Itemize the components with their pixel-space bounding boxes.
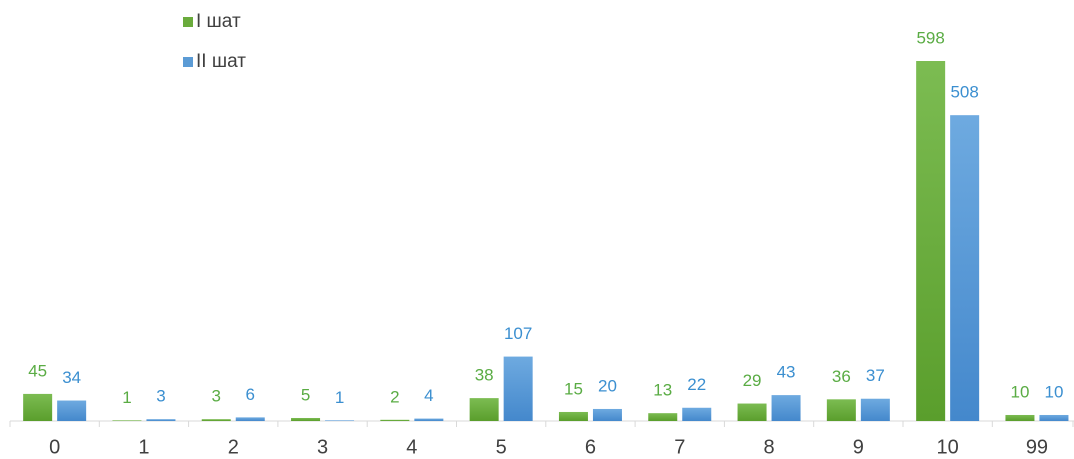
x-tick-label: 0 bbox=[49, 436, 60, 458]
bar bbox=[826, 399, 856, 421]
data-label: 508 bbox=[950, 83, 978, 102]
data-label: 20 bbox=[598, 376, 617, 395]
data-label: 37 bbox=[866, 366, 885, 385]
bar bbox=[201, 419, 231, 421]
bar bbox=[380, 419, 410, 421]
bar bbox=[1039, 414, 1069, 421]
bar bbox=[325, 420, 355, 421]
bar bbox=[146, 419, 176, 421]
x-tick-label: 99 bbox=[1026, 436, 1048, 458]
data-label: 4 bbox=[424, 386, 433, 405]
bar bbox=[414, 418, 444, 421]
data-label: 3 bbox=[156, 387, 165, 406]
bar bbox=[648, 413, 678, 421]
x-tick-label: 1 bbox=[138, 436, 149, 458]
data-label: 2 bbox=[390, 387, 399, 406]
legend-swatch bbox=[183, 17, 193, 27]
bar bbox=[503, 356, 533, 421]
x-tick-label: 3 bbox=[317, 436, 328, 458]
data-label: 10 bbox=[1010, 382, 1029, 401]
bar bbox=[558, 411, 588, 421]
bar bbox=[916, 61, 946, 421]
data-label: 36 bbox=[832, 367, 851, 386]
bar bbox=[469, 398, 499, 421]
x-tick-label: 4 bbox=[406, 436, 417, 458]
x-tick-label: 7 bbox=[674, 436, 685, 458]
data-label: 34 bbox=[62, 368, 81, 387]
data-label: 1 bbox=[122, 388, 131, 407]
bar bbox=[291, 417, 321, 421]
bar bbox=[737, 403, 767, 421]
x-tick-label: 10 bbox=[937, 436, 959, 458]
x-tick-label: 2 bbox=[228, 436, 239, 458]
x-tick-label: 8 bbox=[763, 436, 774, 458]
legend-label: II шат bbox=[196, 51, 246, 72]
data-label: 107 bbox=[504, 324, 532, 343]
bar bbox=[860, 398, 890, 421]
bar bbox=[23, 393, 53, 421]
legend-swatch bbox=[183, 57, 193, 67]
data-label: 43 bbox=[777, 363, 796, 382]
data-label: 6 bbox=[246, 385, 255, 404]
bar bbox=[57, 400, 87, 421]
data-label: 3 bbox=[212, 387, 221, 406]
bar bbox=[682, 407, 712, 421]
data-label: 29 bbox=[743, 371, 762, 390]
bar bbox=[1005, 414, 1035, 421]
bar bbox=[592, 408, 622, 421]
bar bbox=[950, 115, 980, 421]
data-label: 22 bbox=[687, 375, 706, 394]
data-label: 598 bbox=[916, 28, 944, 47]
bar bbox=[112, 420, 142, 421]
data-label: 10 bbox=[1044, 382, 1063, 401]
data-label: 13 bbox=[653, 381, 672, 400]
bar bbox=[235, 417, 265, 421]
data-label: 1 bbox=[335, 388, 344, 407]
data-label: 15 bbox=[564, 379, 583, 398]
data-label: 38 bbox=[475, 366, 494, 385]
data-label: 45 bbox=[28, 361, 47, 380]
x-tick-label: 9 bbox=[853, 436, 864, 458]
x-tick-label: 6 bbox=[585, 436, 596, 458]
x-tick-label: 5 bbox=[496, 436, 507, 458]
bar bbox=[771, 395, 801, 421]
legend-label: I шат bbox=[196, 11, 241, 32]
data-label: 5 bbox=[301, 385, 310, 404]
